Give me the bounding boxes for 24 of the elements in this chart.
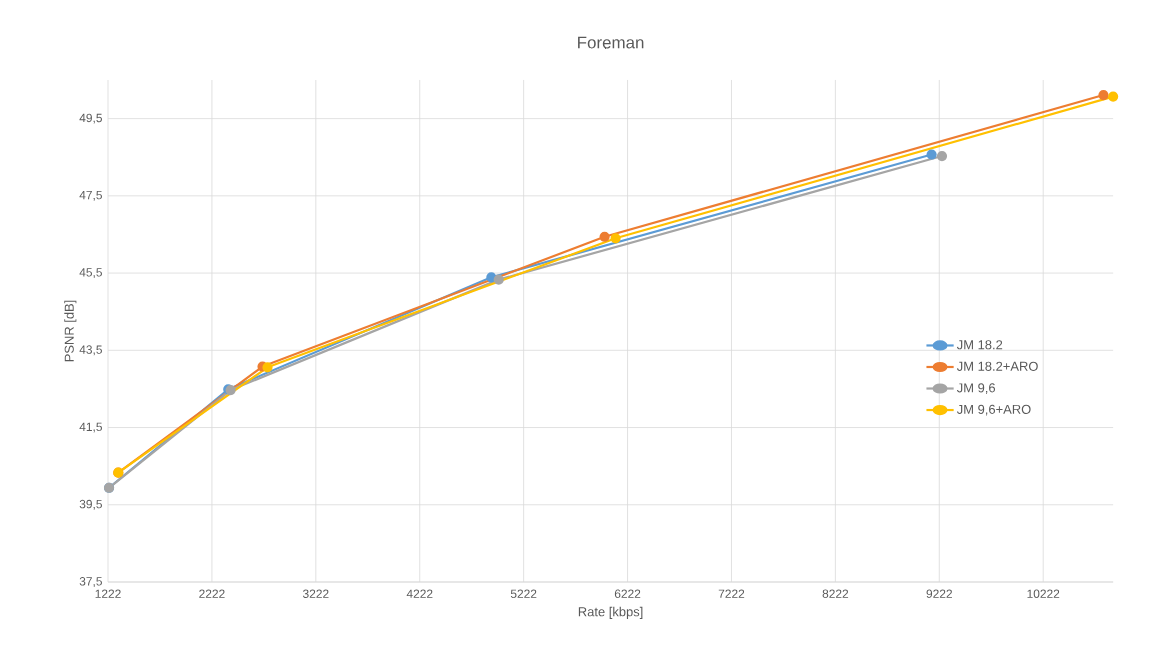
x-tick-label: 6222 bbox=[614, 589, 641, 598]
y-axis-title: PSNR [dB] bbox=[64, 300, 77, 362]
x-tick-label: 2222 bbox=[199, 589, 225, 598]
y-tick-label: 43,5 bbox=[79, 345, 102, 356]
x-tick-label: 5222 bbox=[510, 589, 537, 598]
chart-title: Foreman bbox=[578, 36, 644, 49]
y-tick-label: 41,5 bbox=[79, 422, 102, 433]
legend-label: JM 18.2+ARO bbox=[956, 361, 1038, 371]
legend-label: JM 18.2 bbox=[956, 340, 1003, 350]
x-tick-label: 3222 bbox=[302, 589, 329, 598]
x-tick-label: 10222 bbox=[1027, 589, 1060, 598]
x-axis-title: Rate [kbps] bbox=[578, 606, 643, 619]
x-tick-label: 1222 bbox=[95, 589, 121, 598]
x-tick-label: 7222 bbox=[718, 589, 745, 598]
y-tick-label: 37,5 bbox=[79, 577, 102, 587]
x-tick-label: 4222 bbox=[406, 589, 433, 598]
legend-label: JM 9,6 bbox=[956, 383, 996, 394]
x-tick-label: 9222 bbox=[926, 589, 952, 598]
x-tick-label: 8222 bbox=[822, 589, 849, 598]
legend-label: JM 9,6+ARO bbox=[956, 404, 1031, 416]
y-tick-label: 39,5 bbox=[79, 499, 102, 510]
y-tick-label: 49,5 bbox=[79, 113, 102, 124]
y-tick-label: 45,5 bbox=[79, 268, 102, 278]
y-tick-label: 47,5 bbox=[79, 190, 102, 201]
